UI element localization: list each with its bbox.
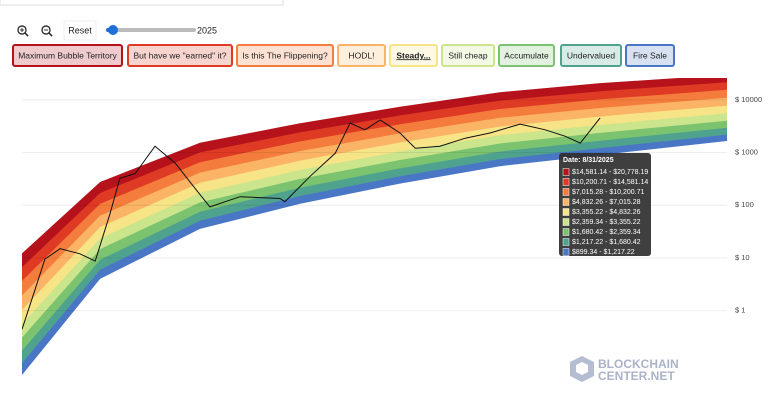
tooltip-row: $1,680.42 - $2,359.34 [572,229,641,236]
band-button-label: Maximum Bubble Territory [18,50,117,60]
y-tick-label: $ 1000 [735,148,758,157]
band-button-label: Undervalued [567,50,615,60]
tooltip-title: Date: 8/31/2025 [563,157,614,164]
tooltip-row: $14,581.14 - $20,778.19 [572,169,648,176]
tooltip-swatch [562,178,570,186]
band-button[interactable] [12,44,123,67]
zoom-in[interactable] [14,22,32,40]
band-button[interactable] [625,44,675,67]
tooltip-swatch [562,238,570,246]
band-button[interactable] [498,44,555,67]
band-button-label: Is this The Flippening? [242,50,328,60]
band-button-label: But have we "earned" it? [134,50,227,60]
plot [22,78,727,375]
band-button-label: Fire Sale [633,50,667,60]
band-button-label: HODL! [349,50,375,60]
tooltip-swatch [562,228,570,236]
y-tick-label: $ 100 [735,200,754,209]
watermark-text: CENTER.NET [598,369,675,383]
tooltip-swatch [562,168,570,176]
tooltip-swatch [562,198,570,206]
price-line [22,117,601,330]
band-button[interactable] [389,44,438,67]
tooltip-swatch [562,188,570,196]
tooltip-row: $4,832.26 - $7,015.28 [572,199,641,206]
slider-thumb[interactable] [108,25,118,35]
tooltip-row: $899.34 - $1,217.22 [572,249,635,256]
band-button-label: Steady... [396,50,430,60]
tooltip-swatch [562,208,570,216]
band-button[interactable] [337,44,386,67]
band-floor [22,141,727,375]
slider-value: 2025 [197,25,217,35]
band-button[interactable] [127,44,233,67]
tooltip: Date: 8/31/2025 $14,581.14 - $20,778.19 $1… [559,153,651,256]
tooltip-swatch [562,218,570,226]
reset-label: Reset [68,25,92,35]
tooltip-swatch [562,248,570,256]
y-tick-label: $ 1 [735,306,745,315]
reset-button[interactable] [63,20,97,41]
band-button-label: Accumulate [504,50,549,60]
watermark-text: BLOCKCHAIN [598,357,679,371]
tooltip-row: $1,217.22 - $1,680.42 [572,239,641,246]
zoom-out[interactable] [41,25,53,37]
band-button[interactable] [236,44,334,67]
band-button-label: Still cheap [448,50,487,60]
band-button[interactable] [441,44,495,67]
tooltip-row: $3,355.22 - $4,832.26 [572,209,641,216]
search-box[interactable] [0,0,284,6]
tooltip-box [559,153,651,256]
band-button[interactable] [560,44,622,67]
y-tick-label: $ 10000 [735,95,762,104]
tooltip-row: $7,015.28 - $10,200.71 [572,189,645,196]
tooltip-row: $2,359.34 - $3,355.22 [572,219,641,226]
y-tick-label: $ 10 [735,253,750,262]
watermark-logo [570,356,594,382]
tooltip-row: $10,200.71 - $14,581.14 [572,179,648,186]
